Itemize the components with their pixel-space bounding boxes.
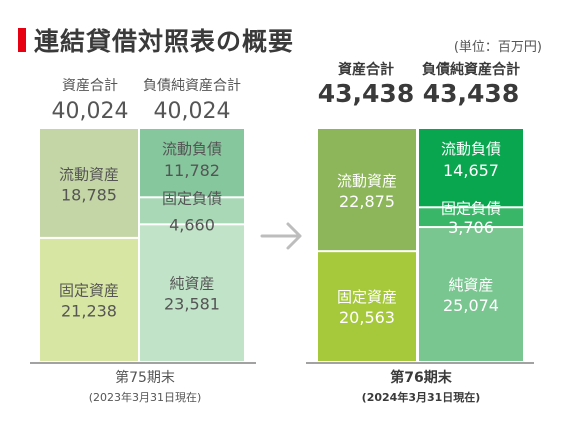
cur-total-assets-value: 43,438 <box>317 79 415 108</box>
prev-total-assets-label: 資産合計 <box>62 78 118 94</box>
prev-fixed-liabilities-bar <box>140 198 244 224</box>
cur-fixed-assets-bar <box>318 252 416 361</box>
cur-current-assets-label: 流動資産 <box>337 172 397 190</box>
prev-current-liabilities-label: 流動負債 <box>162 140 222 158</box>
cur-total-liab-value: 43,438 <box>422 79 520 108</box>
cur-current-liabilities-bar <box>419 129 523 207</box>
prev-net-assets-label: 純資産 <box>169 275 214 293</box>
cur-fixed-assets-label: 固定資産 <box>337 288 397 306</box>
cur-current-liabilities-label: 流動負債 <box>441 140 501 158</box>
prev-fixed-assets-label: 固定資産 <box>59 281 119 299</box>
cur-fixed-assets-value: 20,563 <box>339 308 395 327</box>
chart-title: 連結貸借対照表の概要 <box>34 27 295 56</box>
prev-current-liabilities-bar <box>140 129 244 197</box>
cur-net-assets-label: 純資産 <box>448 276 493 294</box>
prev-current-assets-label: 流動資産 <box>59 165 119 183</box>
prev-current-assets-bar <box>40 129 138 237</box>
right-arrow-icon <box>260 222 302 250</box>
prev-total-liab-label: 負債純資産合計 <box>143 78 241 94</box>
prev-net-assets-bar <box>140 225 244 361</box>
cur-net-assets-bar <box>419 228 523 361</box>
prev-period-label: 第75期末 <box>115 370 175 386</box>
prev-fixed-assets-value: 21,238 <box>61 301 117 320</box>
cur-current-assets-bar <box>318 129 416 251</box>
prev-current-assets-value: 18,785 <box>61 185 117 204</box>
cur-total-assets-label: 資産合計 <box>338 62 394 78</box>
cur-net-assets-value: 25,074 <box>443 296 499 315</box>
prev-fixed-assets-bar <box>40 238 138 361</box>
cur-fixed-liabilities-value: 3,706 <box>448 218 494 237</box>
prev-total-assets-value: 40,024 <box>51 99 129 124</box>
cur-current-assets-value: 22,875 <box>339 192 395 211</box>
prev-current-liabilities-value: 11,782 <box>164 161 220 180</box>
prev-total-liab-value: 40,024 <box>153 99 231 124</box>
cur-fixed-liabilities-label: 固定負債 <box>441 199 501 217</box>
cur-total-liab-label: 負債純資産合計 <box>422 62 520 78</box>
cur-current-liabilities-value: 14,657 <box>443 161 499 180</box>
prev-net-assets-value: 23,581 <box>164 295 220 314</box>
cur-period-date: (2024年3月31日現在) <box>361 391 481 404</box>
unit-label: (単位：百万円) <box>453 40 542 55</box>
prev-period-date: (2023年3月31日現在) <box>88 391 202 404</box>
cur-fixed-liabilities-bar <box>419 208 523 227</box>
title-accent-bar <box>18 28 26 52</box>
prev-fixed-liabilities-value: 4,660 <box>169 215 215 234</box>
prev-fixed-liabilities-label: 固定負債 <box>162 189 222 207</box>
cur-period-label: 第76期末 <box>390 370 452 386</box>
